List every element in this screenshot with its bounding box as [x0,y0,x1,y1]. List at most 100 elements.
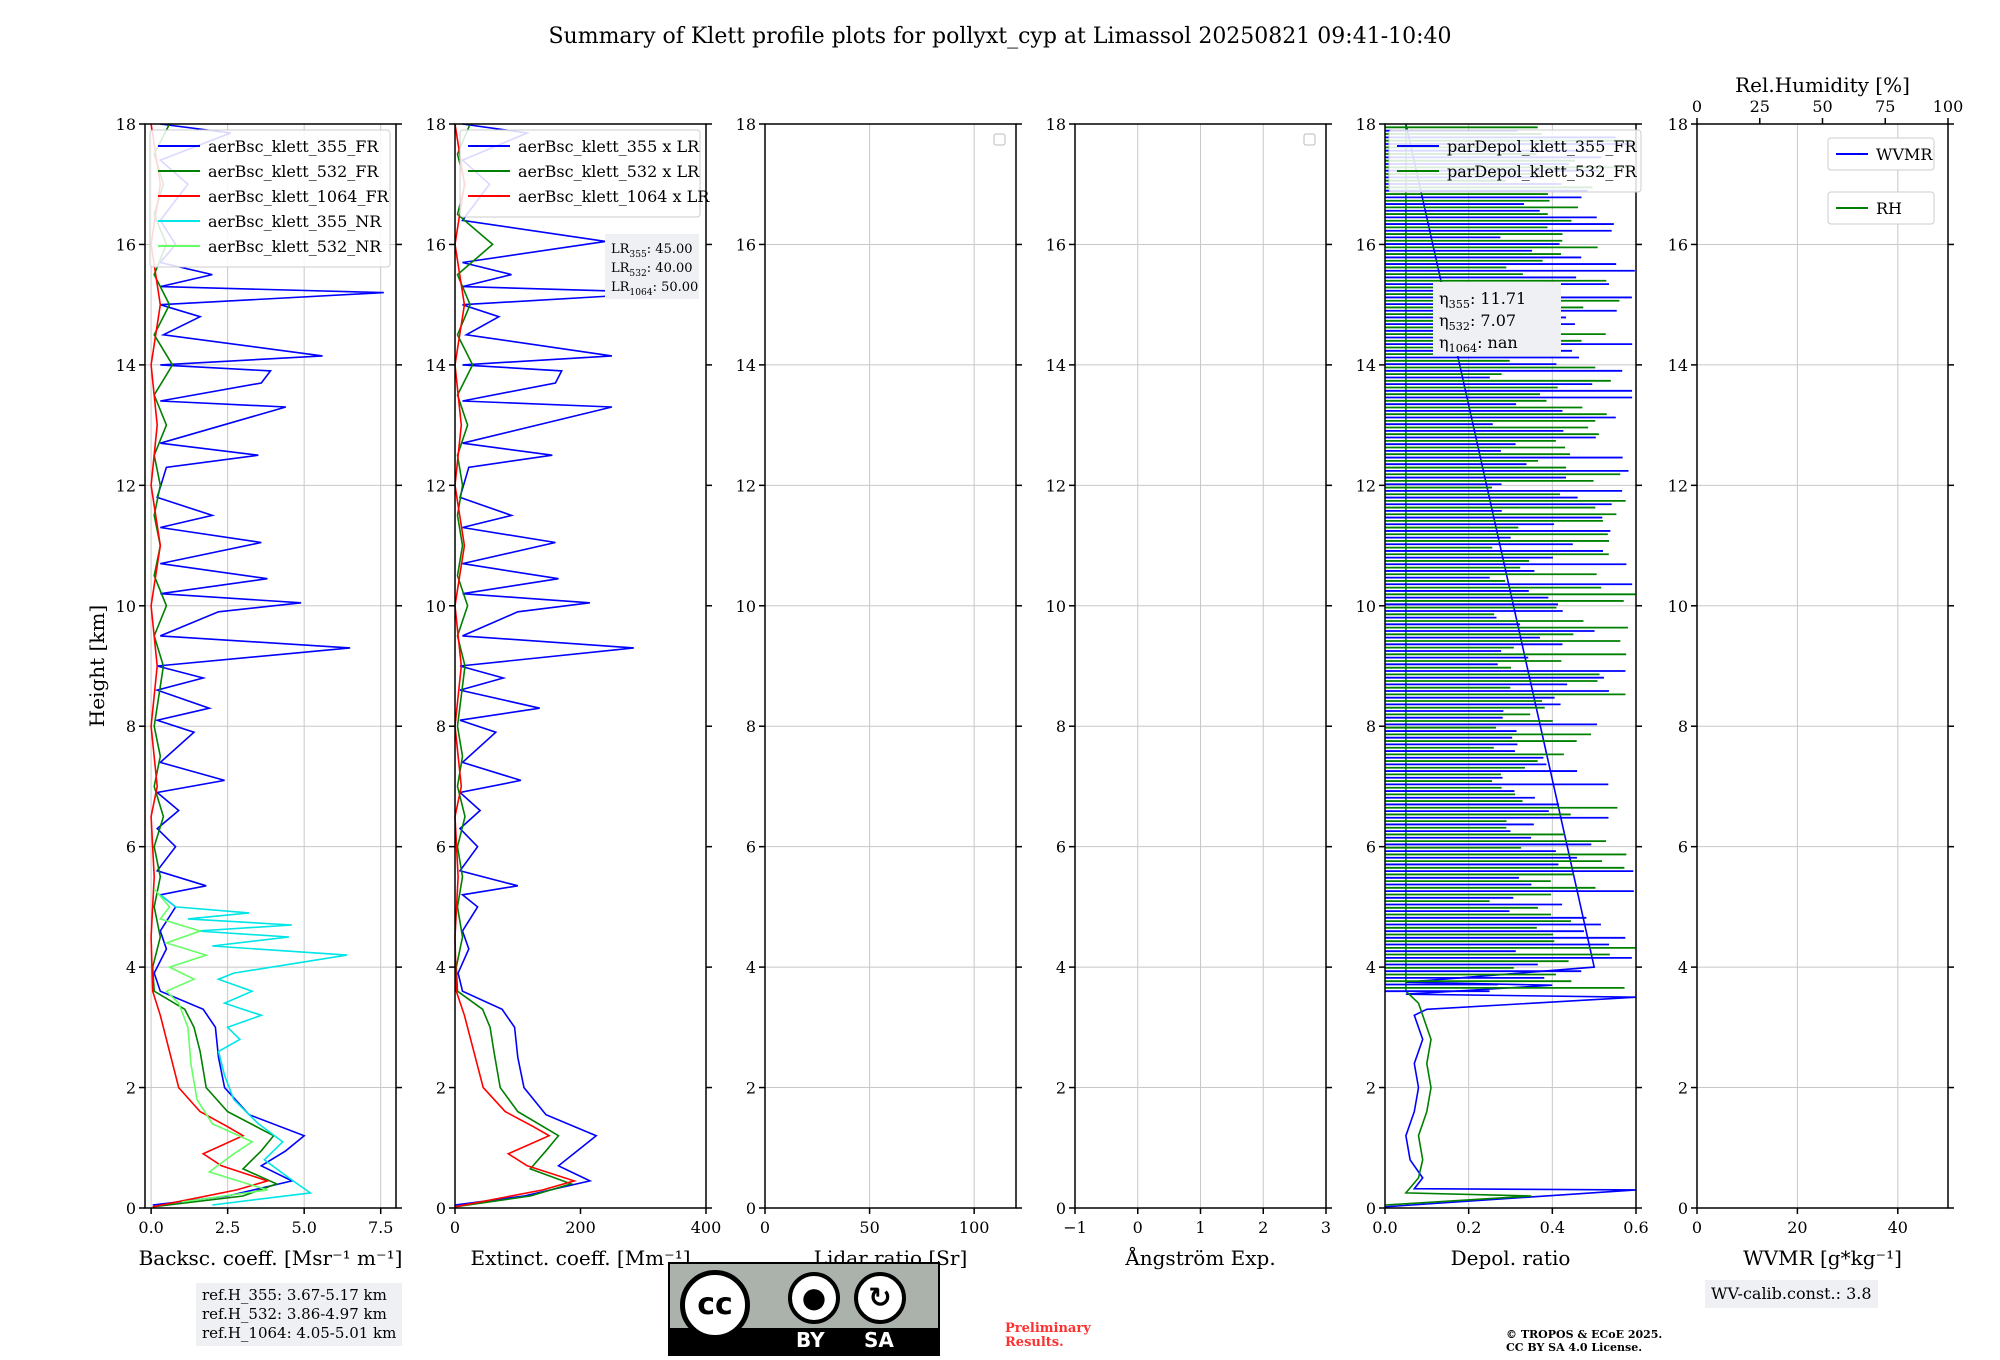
preliminary-results-note: Preliminary Results. [1005,1322,1091,1350]
y-tick-label: 8 [1678,717,1688,736]
annotation-symbol: η [1439,333,1449,352]
ref-height-355: ref.H_355: 3.67-5.17 km [202,1286,387,1304]
y-tick-label: 10 [736,597,756,616]
x-tick-label: 0.4 [1540,1218,1565,1237]
wv-calibration-constant: WV-calib.const.: 3.8 [1711,1284,1872,1303]
y-tick-label: 14 [116,356,136,375]
legend-label: aerBsc_klett_532_FR [208,162,379,181]
y-tick-label: 18 [1668,115,1688,134]
preliminary-line-2: Results. [1005,1335,1064,1350]
y-tick-label: 4 [1678,958,1688,977]
y-tick-label: 0 [746,1199,756,1218]
y-tick-label: 8 [126,717,136,736]
x-tick-label: 0.0 [1372,1218,1397,1237]
annotation-line: η532: 7.07 [1439,311,1516,333]
x-axis-label: Backsc. coeff. [Msr⁻¹ m⁻¹] [139,1246,403,1270]
legend-label: aerBsc_klett_355_FR [208,137,379,156]
y-tick-label: 18 [116,115,136,134]
series-line-parDepol-klett-532-FR [1384,124,1532,1206]
series-line-parDepol-klett-355-FR [1384,123,1637,1208]
x-axis-label: Ångström Exp. [1124,1245,1275,1270]
legend-box [149,129,391,268]
series-group [454,123,669,1208]
annotation-symbol: LR [611,242,631,257]
series-line-aerBsc-klett-1064-x-LR [454,123,577,1208]
x-tick-label: 20 [1787,1218,1807,1237]
y-tick-label: 4 [126,958,136,977]
y-tick-label: 10 [116,597,136,616]
annotation-line: η355: 11.71 [1439,289,1526,311]
copyright-note: © TROPOS & ECoE 2025. CC BY SA 4.0 Licen… [1506,1328,1662,1354]
y-tick-label: 8 [436,717,446,736]
axes-frame [1696,123,1949,1209]
annotation-symbol: LR [611,261,631,276]
series-line-aerBsc-klett-355-NR [159,894,348,1206]
panel-backscatter: 0 2 4 6 8 10 12 14 16 18 0.0 2.5 5.0 7.5 Backsc. coeff… [85,115,402,1270]
annotation-symbol: LR [611,280,631,295]
y-tick-label: 4 [746,958,756,977]
x-tick-label: 0.6 [1623,1218,1648,1237]
series-group [150,123,384,1208]
y-tick-label: 16 [1668,235,1688,254]
annotation-subscript: 355 [629,250,647,260]
y-tick-label: 14 [1356,356,1376,375]
legend-label: aerBsc_klett_532 x LR [518,162,700,181]
x-tick-label: 0.0 [138,1218,163,1237]
axes-frame [144,123,397,1209]
y-tick-label: 2 [746,1079,756,1098]
annotation-value: : 40.00 [647,261,693,276]
legend-label: aerBsc_klett_355 x LR [518,137,700,156]
y-tick-label: 18 [426,115,446,134]
x2-tick-label: 100 [1933,97,1964,116]
legend-box [1827,191,1935,225]
annotation-value: : 45.00 [647,242,693,257]
annotation-line: LR1064: 50.00 [611,280,698,298]
legend-label: parDepol_klett_355_FR [1447,137,1638,156]
annotation-symbol: η [1439,289,1449,308]
annotation-box [605,234,699,299]
panel-depol: 0 2 4 6 8 10 12 14 16 18 0.0 0.2 0.4 0.6 Depol. ratio p… [1356,115,1649,1270]
annotation-line: η1064: nan [1439,333,1518,355]
annotation-line: LR532: 40.00 [611,261,693,279]
y-tick-label: 4 [436,958,446,977]
x-axis-label: Depol. ratio [1451,1246,1571,1270]
x-tick-label: 0.2 [1456,1218,1481,1237]
y-tick-label: 2 [1366,1079,1376,1098]
y-tick-label: 0 [1678,1199,1688,1218]
empty-legend-marker [1303,133,1316,146]
x-tick-label: 1 [1195,1218,1205,1237]
y-tick-label: 6 [1056,838,1066,857]
y-tick-label: 0 [1366,1199,1376,1218]
y-tick-label: 2 [1678,1079,1688,1098]
legend-label: WVMR [1876,145,1933,164]
annotation-subscript: 355 [1449,298,1470,311]
annotation-line: LR355: 45.00 [611,242,693,260]
x-tick-label: 100 [959,1218,990,1237]
x-axis-label: Extinct. coeff. [Mm⁻¹] [470,1246,690,1270]
annotation-subscript: 532 [1449,320,1470,333]
series-line-aerBsc-klett-532-NR [153,888,268,1203]
y-tick-label: 10 [1046,597,1066,616]
series-line-aerBsc-klett-355-FR [152,123,384,1206]
axes-frame [764,123,1017,1209]
y-tick-label: 12 [1046,476,1066,495]
x-tick-label: 200 [565,1218,596,1237]
legend-label: parDepol_klett_532_FR [1447,162,1638,181]
x-tick-label: −1 [1063,1218,1087,1237]
x-tick-label: 2 [1258,1218,1268,1237]
y-tick-label: 12 [426,476,446,495]
series-line-aerBsc-klett-355-x-LR [454,123,669,1206]
x2-axis-label: Rel.Humidity [%] [1735,73,1910,97]
y-tick-label: 0 [1056,1199,1066,1218]
legend-box [1388,129,1642,193]
x-tick-label: 0 [760,1218,770,1237]
y-tick-label: 2 [436,1079,446,1098]
x-tick-label: 0 [1692,1218,1702,1237]
x-tick-label: 400 [691,1218,722,1237]
x-tick-label: 7.5 [368,1218,393,1237]
y-tick-label: 8 [746,717,756,736]
annotation-subscript: 532 [629,269,646,279]
series-line-aerBsc-klett-532-FR [151,123,279,1208]
